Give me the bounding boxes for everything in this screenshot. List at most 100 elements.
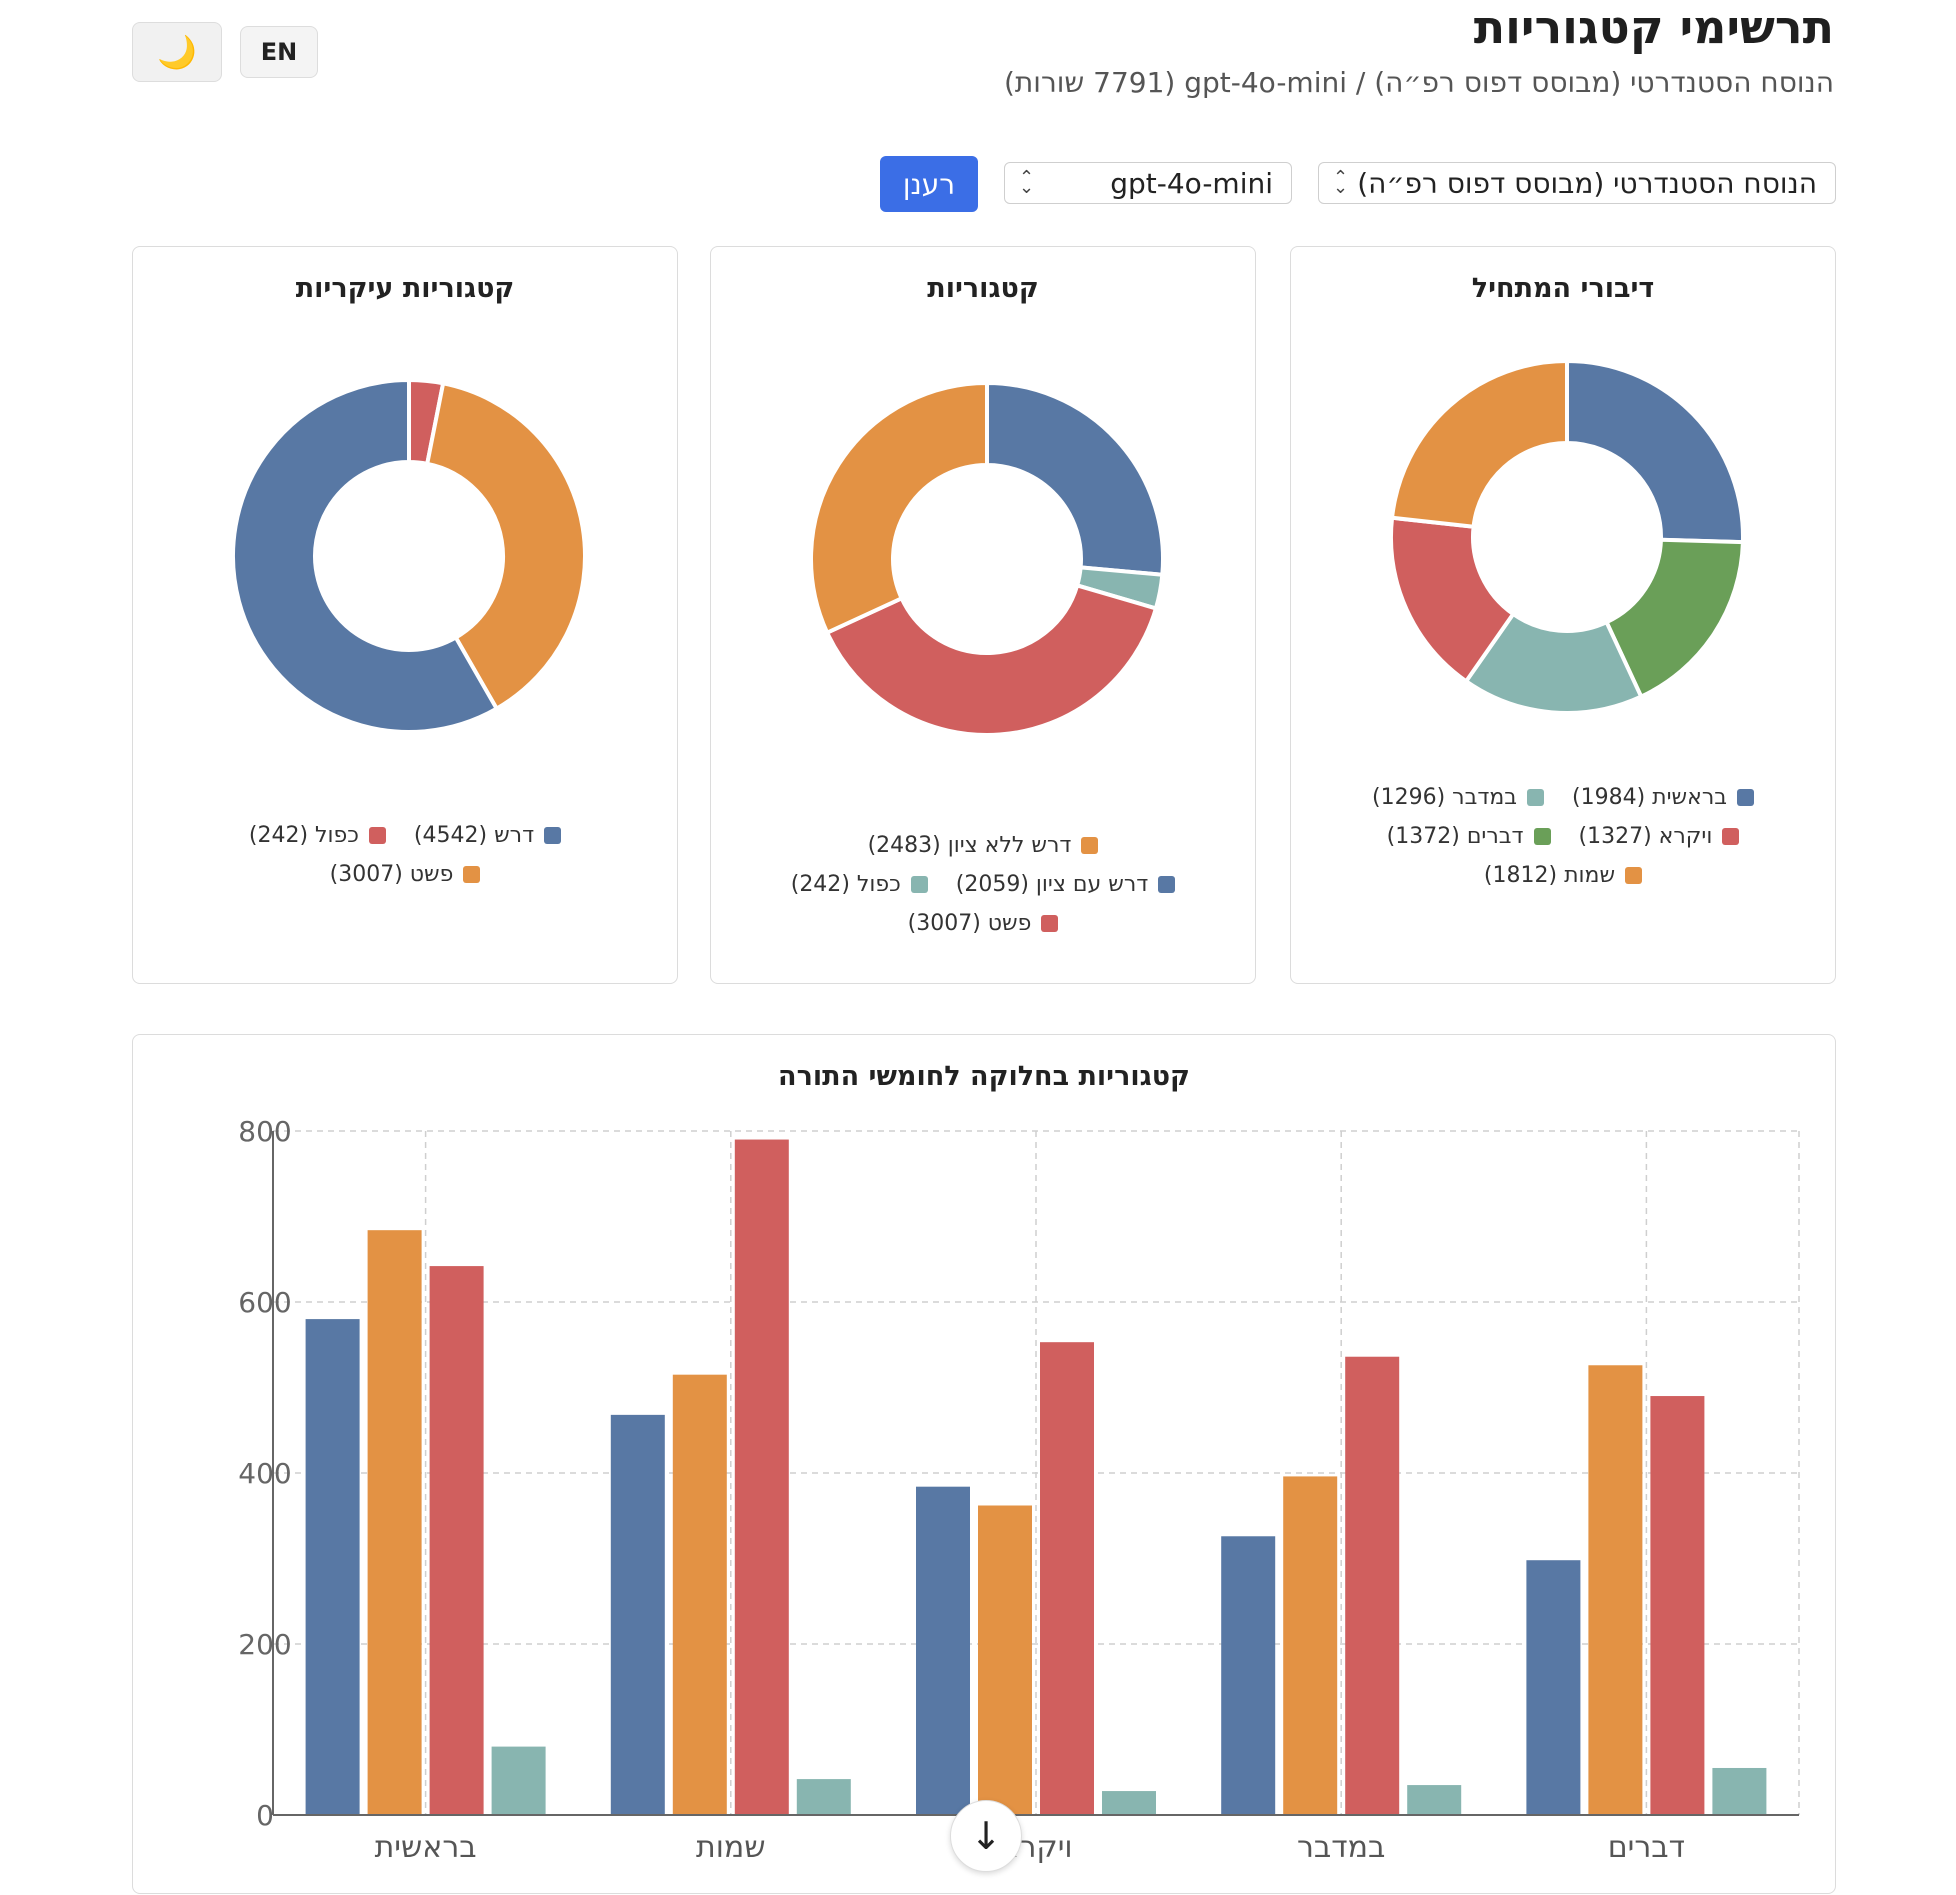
model-value: gpt-4o-mini xyxy=(1110,166,1273,200)
legend-swatch xyxy=(1722,828,1740,845)
legend-label: פשט (3007) xyxy=(907,911,1032,936)
legend-label: כפול (242) xyxy=(248,823,359,848)
bar[interactable] xyxy=(734,1139,789,1815)
categories-legend: דרש ללא ציון (2483) דרש עם ציון (2059) כ… xyxy=(711,833,1255,936)
main-categories-chart-card: קטגוריות עיקריות דרש (4542) כפול (242) פ… xyxy=(132,246,678,984)
bar[interactable] xyxy=(1221,1536,1276,1815)
legend-item[interactable]: דרש עם ציון (2059) xyxy=(956,872,1176,897)
legend-swatch xyxy=(910,876,928,893)
donut-slice[interactable] xyxy=(824,582,1159,737)
bar[interactable] xyxy=(1283,1476,1338,1815)
model-select[interactable]: ⌃ ⌄ gpt-4o-mini xyxy=(1004,162,1292,204)
bar[interactable] xyxy=(978,1505,1032,1815)
x-tick-label: בראשית xyxy=(375,1830,477,1865)
categories-chart-card: קטגוריות דרש ללא ציון (2483) דרש עם ציון… xyxy=(710,246,1256,984)
bar[interactable] xyxy=(491,1746,546,1815)
legend-swatch xyxy=(1158,876,1176,893)
books-bar-chart-card: קטגוריות בחלוקה לחומשי התורה 0 200 400 600 8… xyxy=(132,1034,1836,1894)
donut-slice[interactable] xyxy=(1565,358,1745,545)
donut-slice[interactable] xyxy=(1389,358,1569,529)
main-categories-chart-title: קטגוריות עיקריות xyxy=(295,273,515,304)
legend-label: כפול (242) xyxy=(790,872,901,897)
bar[interactable] xyxy=(1407,1785,1462,1815)
legend-label: ויקרא (1327) xyxy=(1578,824,1713,849)
scroll-down-button[interactable]: ↓ xyxy=(950,1800,1022,1872)
language-toggle-button[interactable]: EN xyxy=(240,26,318,78)
donut-slice[interactable] xyxy=(1389,515,1516,685)
bar[interactable] xyxy=(1102,1791,1156,1815)
legend-swatch xyxy=(1081,837,1099,854)
legend-item[interactable]: כפול (242) xyxy=(249,823,386,848)
legend-swatch xyxy=(463,866,481,883)
legend-item[interactable]: כפול (242) xyxy=(791,872,928,897)
legend-label: דרש עם ציון (2059) xyxy=(955,872,1149,897)
legend-swatch xyxy=(544,827,562,844)
legend-label: דברים (1372) xyxy=(1386,824,1524,849)
legend-swatch xyxy=(1527,789,1544,806)
text-version-select[interactable]: ⌃ ⌄ הנוסח הסטנדרטי (מבוסס דפוס רפ״ה) xyxy=(1318,162,1836,204)
bar[interactable] xyxy=(1345,1356,1400,1815)
y-tick-label: 600 xyxy=(238,1286,291,1319)
theme-toggle-button[interactable]: 🌙 xyxy=(132,22,222,82)
y-tick-label: 800 xyxy=(238,1115,291,1148)
legend-item[interactable]: שמות (1812) xyxy=(1483,863,1643,888)
page-subtitle: הנוסח הסטנדרטי (מבוסס דפוס רפ״ה) / gpt-4… xyxy=(1003,66,1834,99)
categories-chart-title: קטגוריות xyxy=(927,273,1039,304)
legend-label: במדבר (1296) xyxy=(1372,785,1517,810)
bar[interactable] xyxy=(1040,1342,1094,1815)
main-categories-legend: דרש (4542) כפול (242) פשט (3007) xyxy=(133,823,677,887)
bar[interactable] xyxy=(610,1414,665,1815)
legend-label: שמות (1812) xyxy=(1483,863,1616,888)
chevron-updown-icon: ⌃ ⌄ xyxy=(1333,167,1349,198)
legend-item[interactable]: בראשית (1984) xyxy=(1572,785,1754,810)
x-tick-label: במדבר xyxy=(1297,1830,1385,1865)
books-bar-chart-title: קטגוריות בחלוקה לחומשי התורה xyxy=(778,1061,1190,1092)
donut-slice[interactable] xyxy=(1603,537,1745,700)
legend-item[interactable]: פשט (3007) xyxy=(908,911,1059,936)
donut-slice[interactable] xyxy=(809,380,989,636)
openers-chart-title: דיבורי המתחיל xyxy=(1471,273,1655,304)
bar[interactable] xyxy=(1712,1767,1767,1815)
legend-item[interactable]: דברים (1372) xyxy=(1387,824,1551,849)
legend-swatch xyxy=(368,827,386,844)
donut-slice[interactable] xyxy=(424,380,587,712)
openers-chart-card: דיבורי המתחיל בראשית (1984) במדבר (1296)… xyxy=(1290,246,1836,984)
bar[interactable] xyxy=(1588,1365,1643,1815)
legend-swatch xyxy=(1625,867,1643,884)
legend-item[interactable]: דרש (4542) xyxy=(413,823,562,848)
refresh-button[interactable]: רענן xyxy=(880,156,978,212)
bar[interactable] xyxy=(429,1266,484,1815)
chevron-updown-icon: ⌃ ⌄ xyxy=(1019,167,1035,198)
donut-slice[interactable] xyxy=(985,380,1165,577)
page-title: תרשימי קטגוריות xyxy=(1473,0,1834,54)
text-version-value: הנוסח הסטנדרטי (מבוסס דפוס רפ״ה) xyxy=(1357,166,1817,200)
bar[interactable] xyxy=(367,1230,422,1815)
arrow-down-icon: ↓ xyxy=(970,1814,1002,1858)
bar[interactable] xyxy=(1650,1396,1705,1815)
legend-item[interactable]: במדבר (1296) xyxy=(1372,785,1544,810)
y-tick-label: 200 xyxy=(238,1628,291,1661)
legend-label: פשט (3007) xyxy=(329,862,454,887)
bar[interactable] xyxy=(916,1486,970,1815)
bar[interactable] xyxy=(672,1374,727,1815)
x-tick-label: דברים xyxy=(1608,1830,1685,1865)
moon-icon: 🌙 xyxy=(157,33,197,71)
bar[interactable] xyxy=(305,1319,360,1815)
categories-donut-chart xyxy=(809,380,1165,737)
legend-label: דרש (4542) xyxy=(413,823,535,848)
legend-item[interactable]: פשט (3007) xyxy=(330,862,481,887)
openers-legend: בראשית (1984) במדבר (1296) ויקרא (1327) … xyxy=(1291,785,1835,888)
x-tick-label: שמות xyxy=(696,1830,766,1865)
main-categories-donut-chart xyxy=(231,377,587,734)
openers-donut-chart xyxy=(1389,358,1745,715)
donut-slice[interactable] xyxy=(231,377,500,734)
legend-label: בראשית (1984) xyxy=(1572,785,1727,810)
legend-item[interactable]: ויקרא (1327) xyxy=(1579,824,1740,849)
legend-swatch xyxy=(1533,828,1551,845)
legend-label: דרש ללא ציון (2483) xyxy=(867,833,1072,858)
legend-item[interactable]: דרש ללא ציון (2483) xyxy=(868,833,1099,858)
bar[interactable] xyxy=(796,1779,851,1815)
bar[interactable] xyxy=(1526,1560,1581,1815)
legend-swatch xyxy=(1041,915,1059,932)
